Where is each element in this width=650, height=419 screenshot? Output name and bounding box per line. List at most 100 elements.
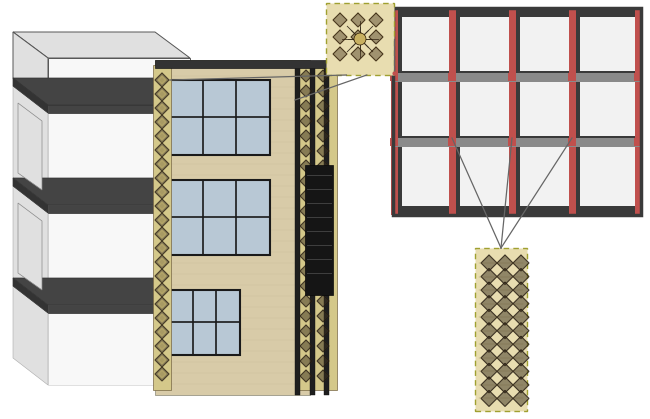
Polygon shape [13,178,48,213]
Polygon shape [158,118,166,126]
Bar [155,60,335,68]
Bar [393,8,641,215]
Polygon shape [481,391,497,406]
Polygon shape [158,300,166,308]
Polygon shape [300,145,312,157]
Polygon shape [300,295,312,307]
Polygon shape [48,58,190,105]
Polygon shape [497,255,513,271]
Polygon shape [155,143,169,157]
Polygon shape [497,309,513,325]
Polygon shape [317,220,329,232]
Polygon shape [48,113,190,205]
Polygon shape [333,47,347,61]
Polygon shape [351,47,365,61]
Polygon shape [513,269,529,285]
Polygon shape [13,32,48,105]
Polygon shape [158,286,166,294]
Circle shape [354,33,366,45]
Polygon shape [155,227,169,241]
Polygon shape [317,250,329,262]
Polygon shape [13,278,48,313]
Polygon shape [481,350,497,366]
Polygon shape [317,130,329,142]
Polygon shape [13,86,48,205]
Polygon shape [497,282,513,298]
Polygon shape [155,241,169,255]
Polygon shape [317,160,329,172]
Polygon shape [155,297,169,311]
Polygon shape [48,205,190,213]
Polygon shape [158,328,166,336]
Polygon shape [300,220,312,232]
Polygon shape [158,230,166,238]
Polygon shape [300,280,312,292]
Polygon shape [300,160,312,172]
Bar [460,147,509,206]
Bar [634,138,642,146]
Polygon shape [13,286,48,385]
Polygon shape [155,157,169,171]
Polygon shape [300,355,312,367]
Bar [449,8,456,215]
Polygon shape [317,265,329,277]
Polygon shape [155,339,169,353]
Polygon shape [481,282,497,298]
Bar [509,8,516,215]
Bar [580,17,635,71]
Polygon shape [158,174,166,182]
Polygon shape [155,129,169,143]
Polygon shape [158,370,166,378]
Polygon shape [513,309,529,325]
Polygon shape [13,186,48,305]
Polygon shape [155,269,169,283]
Bar [568,138,576,146]
Polygon shape [158,146,166,154]
Polygon shape [155,213,169,227]
Bar [390,73,398,81]
Polygon shape [481,255,497,271]
Bar [520,17,569,71]
Bar [634,73,642,81]
Polygon shape [300,115,312,127]
Polygon shape [317,175,329,187]
Bar [460,17,509,71]
Bar [295,65,337,390]
Polygon shape [317,325,329,337]
Polygon shape [155,87,169,101]
Polygon shape [158,76,166,84]
Polygon shape [300,235,312,247]
Polygon shape [513,282,529,298]
Polygon shape [158,90,166,98]
Polygon shape [300,175,312,187]
Bar [393,73,641,82]
Polygon shape [13,32,190,58]
Polygon shape [300,250,312,262]
Polygon shape [513,323,529,339]
Polygon shape [300,190,312,202]
Bar [170,290,240,355]
Polygon shape [481,309,497,325]
Polygon shape [158,356,166,364]
Polygon shape [369,13,383,27]
Bar [460,82,509,136]
Polygon shape [300,325,312,337]
Polygon shape [18,103,42,190]
Polygon shape [481,323,497,339]
Bar [295,65,300,395]
Bar [448,73,456,81]
Polygon shape [513,377,529,393]
Polygon shape [155,60,310,395]
Bar [475,248,527,411]
Polygon shape [317,355,329,367]
Polygon shape [513,255,529,271]
Polygon shape [300,340,312,352]
Bar [170,180,270,255]
Bar [568,73,576,81]
Polygon shape [481,296,497,312]
Polygon shape [317,310,329,322]
Bar [580,147,635,206]
Polygon shape [369,47,383,61]
Polygon shape [317,370,329,382]
Bar [508,138,516,146]
